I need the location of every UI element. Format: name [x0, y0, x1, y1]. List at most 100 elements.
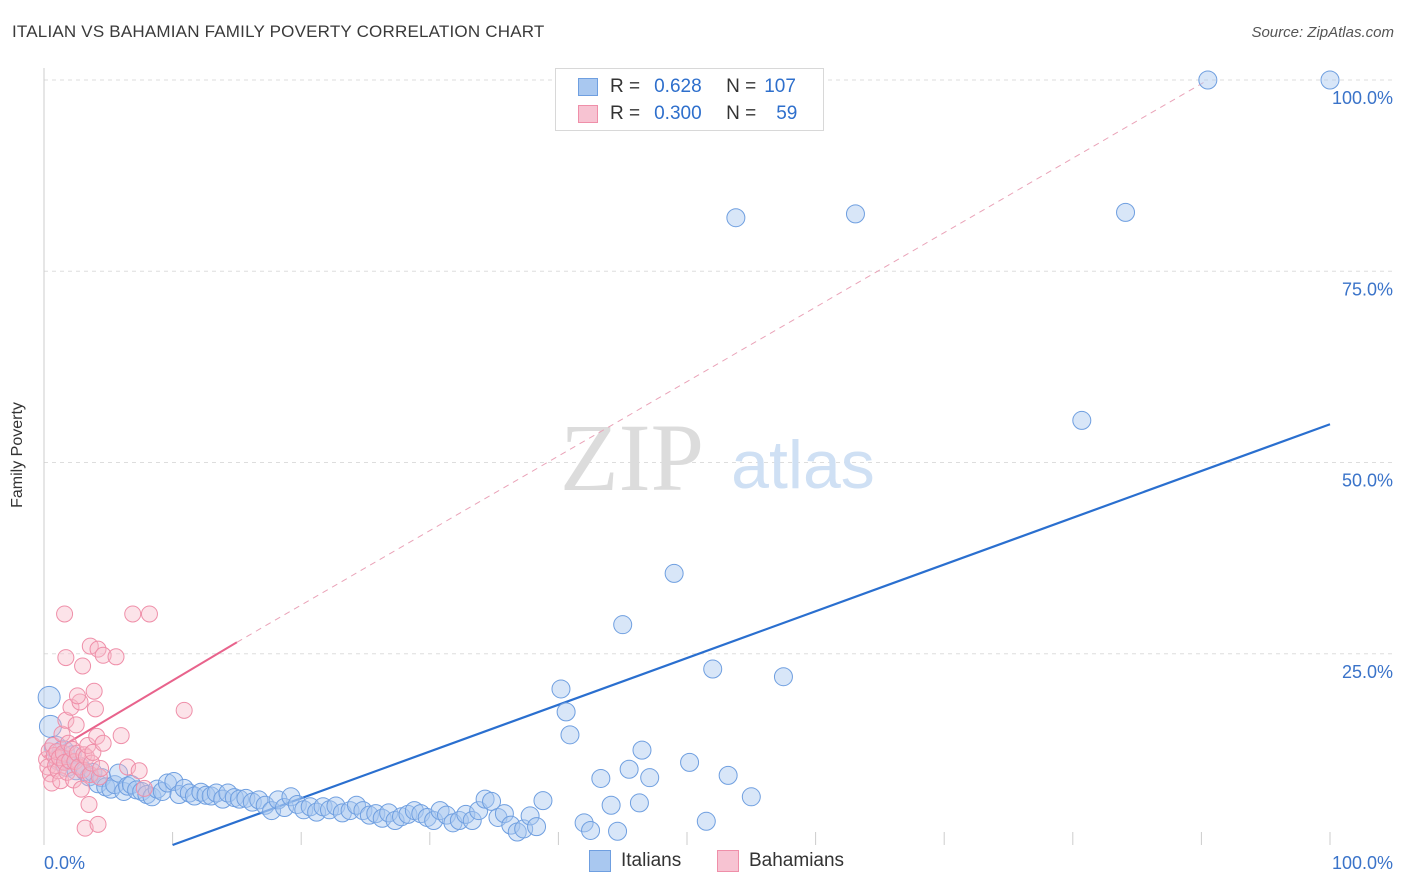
italians-point [229, 789, 249, 809]
italians-point [845, 204, 865, 224]
italians-point [718, 765, 738, 785]
italians-point [773, 667, 793, 687]
x-tick-label: 0.0% [44, 853, 85, 873]
italians-point [703, 659, 723, 679]
italians-point [619, 759, 639, 779]
italians-point [268, 790, 288, 810]
legend-row-italians: R = 0.628 N = 107 [578, 75, 796, 99]
bahamians-point [68, 687, 86, 705]
italians-point [346, 795, 366, 815]
x-tick-label: 100.0% [1332, 853, 1393, 873]
italians-point [613, 615, 633, 635]
italians-point [1320, 70, 1340, 90]
legend-r-value: 0.628 [654, 76, 702, 97]
bahamians-point [67, 716, 85, 734]
italians-point [560, 725, 580, 745]
bahamians-point [83, 754, 101, 772]
y-tick-labels: 25.0% 50.0% 75.0% 100.0% [1332, 88, 1393, 682]
italians-point [1116, 202, 1136, 222]
italians-point [201, 786, 221, 806]
italians-point [664, 563, 684, 583]
y-axis-label: Family Poverty [9, 402, 26, 508]
x-tick-labels: 0.0% 100.0% [44, 853, 1393, 873]
italians-point [741, 787, 761, 807]
legend-r-value: 0.300 [654, 103, 702, 124]
italians-point [601, 795, 621, 815]
italians-point [726, 208, 746, 228]
italians-point [591, 768, 611, 788]
italians-point [696, 811, 716, 831]
legend-n-label: N = [726, 103, 757, 124]
italians-point [494, 804, 514, 824]
italians-point [640, 768, 660, 788]
bahamians-point [76, 819, 94, 837]
italians-point [482, 791, 502, 811]
y-tick-label: 100.0% [1332, 88, 1393, 108]
italians-point [281, 787, 301, 807]
italians-point [527, 817, 547, 837]
x-axis-ticks [172, 832, 1331, 845]
bahamians-point [175, 701, 193, 719]
gridlines [44, 79, 1392, 655]
italians-point [520, 806, 540, 826]
bahamians-point [124, 605, 142, 623]
italians-point [249, 790, 269, 810]
bahamians-point [107, 648, 125, 666]
bahamians-points [38, 605, 193, 837]
y-tick-label: 50.0% [1342, 471, 1393, 491]
bahamians-point [135, 779, 153, 797]
bahamians-point [57, 649, 75, 667]
italians-point [469, 801, 489, 821]
italians-point [169, 785, 189, 805]
legend-n-value: 107 [764, 76, 796, 97]
bahamians-point [90, 768, 108, 786]
legend-item-italians[interactable]: Italians [589, 850, 681, 872]
italians-point [37, 685, 61, 709]
bahamians-point [85, 682, 103, 700]
bahamians-point [56, 605, 74, 623]
bahamians-point [72, 780, 90, 798]
italians-point [109, 763, 129, 783]
italians-point [632, 740, 652, 760]
bahamians-point [74, 657, 92, 675]
bahamians-point [53, 725, 71, 743]
bahamians-trend-extension [236, 79, 1209, 643]
watermark: ZIP atlas [560, 404, 875, 511]
legend-r-label: R = [610, 76, 641, 97]
stats-legend: R = 0.628 N = 107 R = 0.300 N = 59 [555, 68, 824, 131]
italians-point [437, 805, 457, 825]
bahamians-point [89, 815, 107, 833]
bahamians-point [94, 646, 112, 664]
italians-points [37, 70, 1340, 842]
italians-point [379, 803, 399, 823]
series-legend: Italians Bahamians [0, 850, 1406, 878]
source-label: Source: ZipAtlas.com [1251, 24, 1394, 41]
bahamians-point [88, 727, 106, 745]
bahamians-point [57, 711, 75, 729]
bahamians-point [140, 605, 158, 623]
bahamians-point [94, 734, 112, 752]
italians-point [274, 798, 294, 818]
watermark-atlas: atlas [731, 427, 875, 503]
bahamians-trend-line [43, 641, 238, 758]
bahamians-point [130, 762, 148, 780]
watermark-zip: ZIP [560, 404, 704, 511]
italians-point [359, 805, 379, 825]
italians-point [608, 821, 628, 841]
italians-point [551, 679, 571, 699]
italians-point [1072, 410, 1092, 430]
italians-point [533, 791, 553, 811]
bahamians-point [112, 727, 130, 745]
bahamians-point [92, 760, 110, 777]
legend-row-bahamians: R = 0.300 N = 59 [578, 102, 797, 126]
y-tick-label: 25.0% [1342, 662, 1393, 682]
bahamians-legend-swatch [717, 850, 739, 872]
bahamians-legend-label: Bahamians [749, 850, 845, 871]
italians-point [424, 811, 444, 831]
bahamians-point [49, 762, 67, 780]
italians-point [1198, 70, 1218, 90]
italians-point [191, 782, 211, 802]
legend-item-bahamians[interactable]: Bahamians [717, 850, 844, 872]
italians-point [556, 702, 576, 722]
